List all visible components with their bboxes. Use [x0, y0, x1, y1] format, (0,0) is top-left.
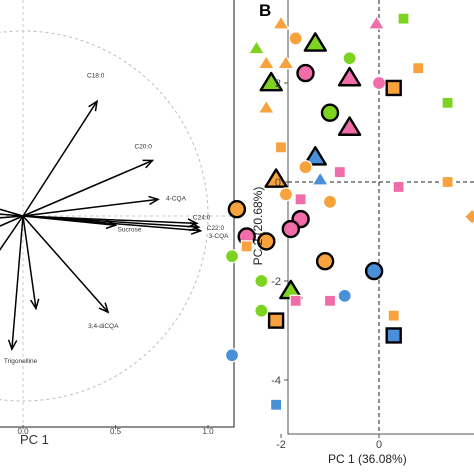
pink-square-marker — [323, 294, 337, 307]
vector-arrowhead — [98, 302, 110, 314]
blue-circle-marker — [337, 288, 352, 303]
orange-triangle-marker — [264, 168, 288, 188]
green-triangle-marker — [248, 40, 265, 55]
pink-square-marker — [289, 294, 302, 307]
vector-label: 4-CQA — [166, 195, 187, 202]
green-circle-marker — [224, 249, 240, 264]
pink-circle-marker — [281, 219, 300, 239]
loading-vector — [22, 198, 159, 217]
y-tick-label: -4 — [271, 375, 281, 387]
pink-triangle-marker — [337, 66, 362, 87]
x-tick-label: 0.5 — [110, 427, 122, 436]
orange-circle-marker — [278, 187, 293, 202]
green-triangle-marker — [259, 71, 283, 92]
pink-square-marker — [294, 193, 307, 206]
orange-square-marker — [240, 240, 253, 253]
orange-triangle-marker — [272, 15, 290, 30]
loading-vector — [0, 208, 24, 217]
blue-triangle-marker — [311, 171, 329, 186]
orange-circle-marker — [322, 194, 338, 209]
vector-arrowhead — [190, 225, 203, 235]
vector-label: C18:0 — [87, 72, 105, 79]
loading-vectors: C18:0 C20:0 4-CQA C24:0 C22:03-CQA Sucrose 3,4… — [0, 72, 229, 365]
loading-vector — [22, 159, 153, 217]
pink-square-marker — [392, 180, 405, 194]
orange-circle-marker — [288, 31, 303, 46]
blue-triangle-marker — [303, 146, 327, 166]
orange-square-marker — [267, 312, 285, 329]
orange-square-marker — [385, 79, 402, 97]
vector-arrowhead — [142, 159, 155, 169]
pink-square-marker — [333, 166, 346, 179]
vector-arrowhead — [88, 99, 98, 112]
y-tick-label: 2 — [275, 78, 281, 90]
y-tick-label: 0 — [275, 177, 281, 189]
score-y-axis-title: PC 2 (20.68%) — [251, 187, 265, 266]
loading-vector — [0, 215, 24, 219]
orange-triangle-marker — [257, 55, 275, 70]
pink-circle-marker — [371, 75, 387, 91]
orange-square-marker — [441, 175, 454, 189]
loading-vector — [22, 215, 37, 309]
orange-circle-marker — [298, 160, 313, 175]
vector-label: 3,4-diCQA — [88, 323, 119, 330]
blue-square-marker — [270, 398, 283, 411]
score-x-axis-title: PC 1 (36.08%) — [328, 452, 407, 466]
orange-square-marker — [387, 309, 400, 322]
green-square-marker — [397, 12, 410, 25]
loading-x-axis-ticks: 0.0 0.5 1.0 — [17, 425, 214, 436]
pink-triangle-marker — [368, 15, 386, 30]
loading-vector — [22, 100, 98, 217]
x-tick-label: 0 — [376, 439, 382, 451]
green-circle-marker — [320, 103, 340, 122]
green-circle-marker — [342, 51, 357, 66]
blue-square-marker — [385, 327, 402, 344]
vector-arrowhead — [148, 195, 160, 206]
orange-circle-marker — [257, 232, 276, 251]
pink-circle-marker — [296, 63, 315, 83]
loading-vector — [22, 215, 116, 226]
green-circle-marker — [254, 273, 269, 289]
vector-label: C22:0 — [207, 225, 225, 232]
loading-plot-panel: C18:0 C20:0 4-CQA C24:0 C22:03-CQA Sucrose 3,4… — [0, 0, 235, 447]
score-plot-frame — [287, 0, 474, 435]
green-square-marker — [441, 96, 454, 109]
orange-triangle-marker — [277, 55, 295, 70]
orange-square-marker — [412, 62, 425, 75]
vector-arrowhead — [105, 219, 118, 230]
vector-label: C24:0 — [193, 214, 211, 221]
vector-label: C20:0 — [135, 144, 153, 151]
vector-arrowhead — [7, 339, 18, 352]
loading-vector — [22, 215, 109, 313]
vector-label: Trigonelline — [4, 358, 38, 365]
score-y-axis-ticks: 2 0 -2 -4 — [271, 78, 288, 387]
score-plot-panel: -2 0 2 2 0 -2 -4 B PC 1 (36.08%) PC 2 (20.68%… — [224, 0, 474, 466]
blue-circle-marker — [364, 261, 384, 281]
blue-circle-marker — [224, 348, 240, 363]
loading-vector — [0, 213, 24, 217]
loading-vector — [0, 215, 24, 251]
vector-label: 3-CQA — [209, 233, 230, 240]
panel-label-b: B — [259, 1, 271, 20]
orange-circle-marker — [227, 200, 247, 219]
score-x-axis-ticks: -202 — [276, 434, 474, 451]
x-tick-label: 1.0 — [202, 427, 214, 436]
orange-triangle-marker — [257, 99, 275, 114]
vector-label: Sucrose — [118, 226, 142, 233]
orange-diamond-marker — [463, 208, 474, 225]
score-points — [224, 12, 474, 411]
green-triangle-marker — [303, 32, 327, 52]
orange-circle-marker — [315, 252, 335, 271]
x-tick-label: -2 — [276, 439, 286, 451]
y-tick-label: -2 — [271, 276, 281, 288]
orange-square-marker — [274, 141, 288, 154]
loading-vector — [0, 215, 24, 227]
vector-arrowhead — [30, 298, 40, 311]
green-circle-marker — [254, 303, 269, 318]
loading-x-axis-title: PC 1 — [20, 432, 49, 447]
pink-triangle-marker — [337, 116, 362, 136]
x-tick-label: 0.0 — [17, 427, 29, 436]
loading-vector — [11, 215, 24, 350]
